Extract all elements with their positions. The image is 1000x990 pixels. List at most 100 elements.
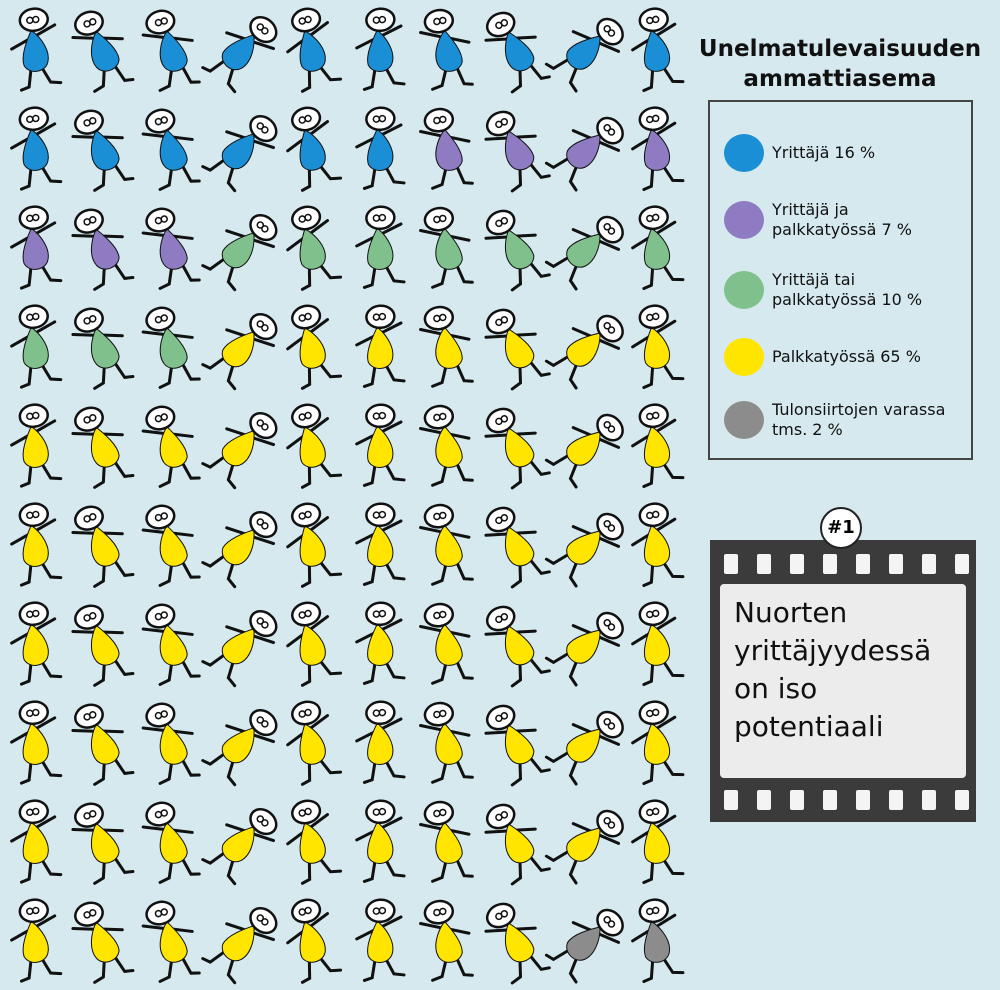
figure	[10, 205, 63, 290]
body	[22, 524, 49, 567]
leg	[362, 67, 406, 91]
head	[485, 110, 516, 137]
head	[596, 413, 624, 442]
body	[221, 231, 255, 269]
leg	[201, 158, 237, 193]
body	[159, 821, 188, 864]
figure	[10, 898, 63, 983]
body	[435, 425, 463, 468]
eye	[495, 615, 503, 624]
eye	[651, 312, 660, 321]
head	[485, 209, 516, 236]
head	[18, 106, 49, 132]
leg	[300, 264, 343, 291]
head	[596, 215, 624, 244]
body	[299, 722, 326, 765]
leg	[362, 661, 406, 685]
head	[18, 700, 49, 726]
figure	[141, 9, 201, 92]
leg	[431, 463, 474, 487]
figure	[201, 709, 278, 787]
eye	[433, 116, 441, 125]
eye	[378, 213, 387, 222]
leg	[19, 265, 63, 290]
head	[74, 901, 104, 927]
legend-label: Yrittäjä	[772, 143, 830, 162]
body	[643, 821, 671, 864]
figure	[10, 601, 63, 686]
body	[367, 326, 394, 369]
body	[159, 326, 188, 369]
leg	[158, 165, 201, 191]
eye	[154, 315, 163, 324]
body	[566, 629, 601, 664]
body	[435, 722, 463, 765]
eye	[607, 425, 616, 433]
eye	[154, 513, 163, 522]
eye	[651, 510, 660, 519]
eye	[607, 29, 616, 37]
body	[643, 128, 671, 171]
eye	[32, 213, 40, 222]
leg	[431, 562, 474, 586]
figure	[71, 10, 135, 93]
eye	[304, 213, 312, 222]
leg	[431, 67, 474, 91]
figure	[631, 403, 685, 489]
head	[145, 207, 176, 233]
legend-item: Yrittäjä ja palkkatyössä 7 %	[724, 200, 967, 240]
body	[504, 427, 535, 468]
leg	[362, 562, 406, 586]
leg	[158, 957, 201, 983]
leg	[544, 454, 578, 489]
body	[299, 821, 326, 864]
legend-value: 2 %	[812, 420, 843, 439]
body	[22, 29, 49, 72]
eye	[495, 417, 503, 426]
leg	[544, 256, 578, 291]
eye	[83, 119, 91, 127]
leg	[544, 949, 578, 984]
leg	[19, 760, 63, 785]
figure	[201, 511, 278, 589]
leg	[201, 653, 237, 688]
figure	[10, 304, 63, 389]
figure	[355, 898, 406, 982]
eye	[154, 810, 163, 819]
eye	[378, 114, 387, 123]
body	[566, 431, 601, 466]
body	[367, 722, 394, 765]
figure	[544, 512, 624, 588]
body	[504, 625, 535, 666]
head	[365, 601, 396, 627]
eye	[304, 609, 312, 618]
leg	[642, 760, 685, 786]
head	[485, 407, 516, 434]
leg	[544, 553, 578, 588]
leg	[642, 463, 685, 489]
eye	[378, 15, 387, 24]
head	[145, 603, 176, 629]
eye	[495, 21, 503, 30]
sprocket-hole	[790, 790, 804, 810]
body	[435, 524, 463, 567]
eye	[32, 708, 40, 717]
leg	[158, 858, 201, 884]
head	[74, 10, 104, 36]
category-figures	[10, 304, 685, 985]
eye	[495, 813, 503, 822]
leg	[510, 163, 551, 193]
head	[423, 800, 455, 826]
eye	[433, 611, 441, 620]
figure	[71, 604, 135, 687]
leg	[642, 166, 685, 192]
eye	[651, 708, 660, 717]
head	[249, 610, 278, 638]
leg	[93, 263, 135, 291]
leg	[93, 362, 135, 390]
head	[145, 405, 176, 431]
eye	[154, 909, 163, 918]
sprocket-hole	[856, 790, 870, 810]
leg	[642, 562, 685, 588]
